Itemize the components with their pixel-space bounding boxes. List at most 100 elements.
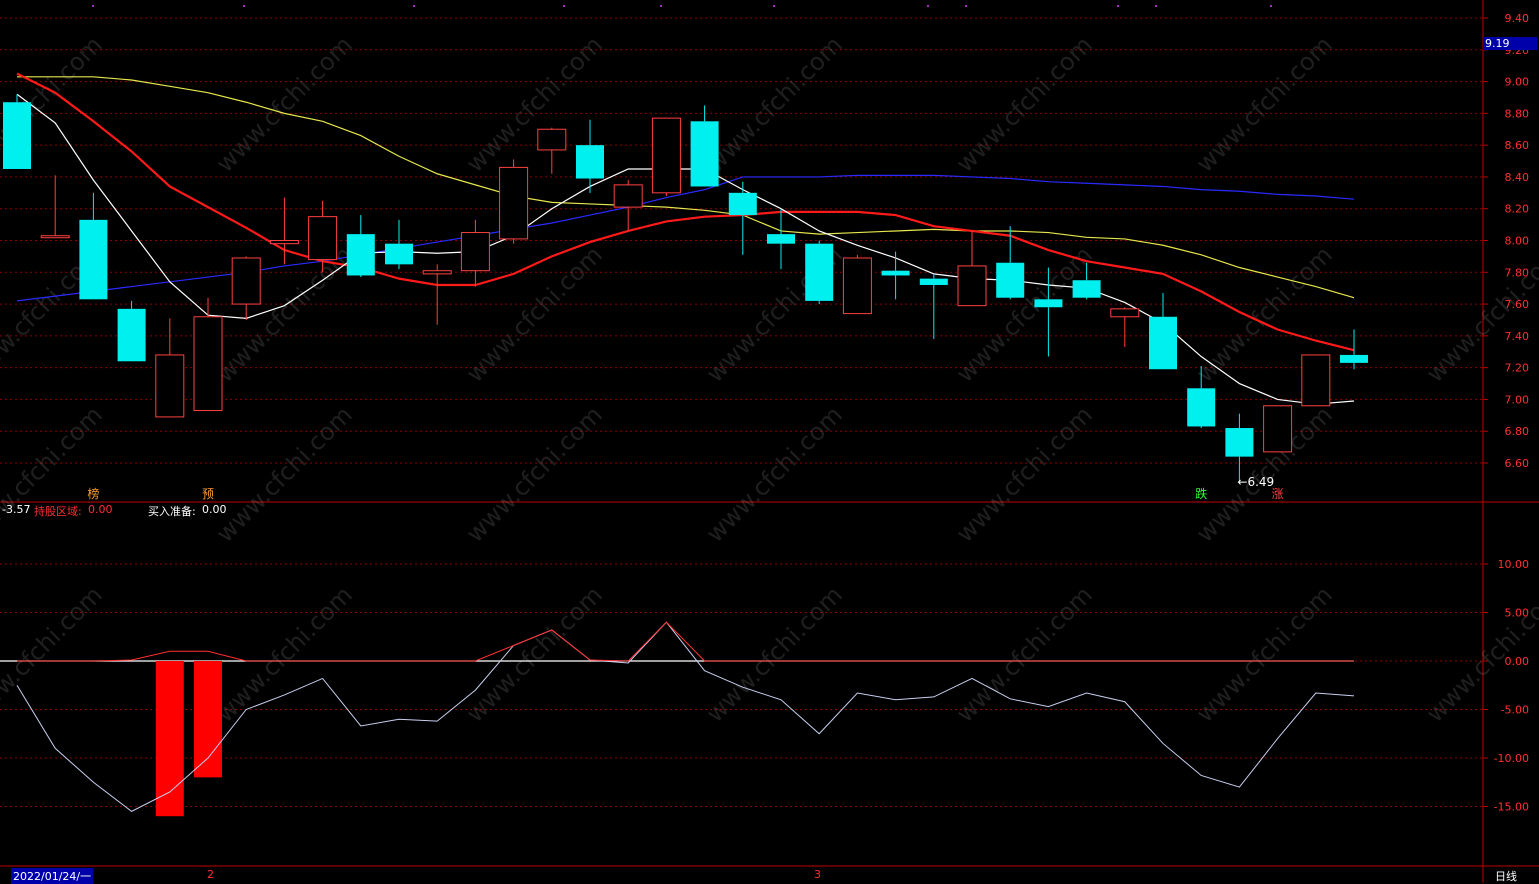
- price-tick-label: 7.00: [1505, 393, 1530, 406]
- period-label[interactable]: 日线: [1495, 870, 1517, 883]
- price-tick-label: 7.20: [1505, 362, 1530, 375]
- candle-body-down: [767, 234, 795, 244]
- ma60-line: [16, 174, 1355, 302]
- watermark-text: www.cfchi.com: [461, 581, 608, 728]
- price-tick-label: 8.80: [1505, 107, 1530, 120]
- candle-body-up: [193, 316, 223, 412]
- candle-body-up: [537, 128, 567, 151]
- hold-zone-label: 持股区域:: [34, 505, 82, 518]
- candle-body-down: [881, 270, 910, 276]
- ma10-line: [16, 72, 1355, 352]
- candle-body-down: [1034, 299, 1063, 308]
- candle-body-up: [613, 184, 643, 208]
- watermark-text: www.cfchi.com: [701, 401, 848, 548]
- candle-body-down: [996, 262, 1025, 298]
- top-marker-dot: [92, 5, 94, 7]
- top-marker-dot: [927, 5, 929, 7]
- histogram-bar: [194, 661, 222, 778]
- price-tick-label: 9.40: [1505, 12, 1530, 25]
- top-marker-dot: [1270, 5, 1272, 7]
- osc-tick-label: 10.00: [1498, 558, 1530, 571]
- month-label-2: 2: [207, 868, 214, 881]
- watermark-text: www.cfchi.com: [701, 31, 848, 178]
- osc-tick-label: -10.00: [1494, 752, 1529, 765]
- watermark-text: www.cfchi.com: [951, 31, 1098, 178]
- candle-body-down: [728, 192, 757, 216]
- candle-body-down: [3, 102, 31, 169]
- osc-tick-label: -15.00: [1494, 801, 1529, 814]
- candle-body-up: [1301, 354, 1331, 407]
- candle-body-down: [385, 243, 413, 265]
- watermark-text: www.cfchi.com: [951, 581, 1098, 728]
- price-tick-label: 8.20: [1505, 203, 1530, 216]
- candle-body-up: [1110, 308, 1140, 318]
- candle-body-down: [1149, 316, 1177, 370]
- low-price-label: ←6.49: [1237, 475, 1274, 489]
- watermark-text: www.cfchi.com: [701, 581, 848, 728]
- top-marker-dot: [965, 5, 967, 7]
- ma5-line: [16, 93, 1355, 405]
- ma20-line: [17, 76, 1355, 299]
- buy-ready-value: 0.00: [202, 503, 227, 516]
- candle-body-down: [919, 278, 948, 285]
- signal-marker: 预: [202, 487, 214, 501]
- top-marker-dot: [660, 5, 662, 7]
- price-tick-label: 7.60: [1505, 298, 1530, 311]
- watermark-text: www.cfchi.com: [211, 31, 358, 178]
- osc-tick-label: 0.00: [1505, 655, 1530, 668]
- top-marker-dot: [243, 5, 245, 7]
- price-tick-label: 7.80: [1505, 266, 1530, 279]
- oscillator-line: [16, 621, 1355, 812]
- watermark-text: www.cfchi.com: [1191, 31, 1338, 178]
- watermark-text: www.cfchi.com: [211, 581, 358, 728]
- hold-zone-value: 0.00: [88, 503, 113, 516]
- candle-body-up: [155, 354, 185, 418]
- signal-marker: 榜: [87, 486, 99, 501]
- price-tick-label: 8.60: [1505, 139, 1530, 152]
- candle-body-down: [805, 243, 834, 301]
- watermark-text: www.cfchi.com: [951, 401, 1098, 548]
- candle-body-up: [40, 235, 70, 239]
- price-tick-label: 9.00: [1505, 76, 1530, 89]
- candle-body-down: [1340, 354, 1368, 363]
- candle-body-up: [957, 265, 987, 307]
- price-tick-label: 8.40: [1505, 171, 1530, 184]
- current-price-tag: 9.19: [1483, 37, 1537, 50]
- candle-body-down: [1187, 388, 1216, 427]
- watermark-text: www.cfchi.com: [461, 401, 608, 548]
- watermark-text: www.cfchi.com: [1191, 581, 1338, 728]
- top-marker-dot: [773, 5, 775, 7]
- candle-body-up: [422, 270, 452, 275]
- hold-zone-line: [17, 621, 1354, 662]
- watermark-text: www.cfchi.com: [211, 401, 358, 548]
- indicator-value: -3.57: [2, 503, 31, 516]
- date-start-label: 2022/01/24/一: [11, 868, 94, 884]
- candle-body-down: [79, 219, 108, 300]
- month-label-3: 3: [814, 868, 821, 881]
- price-tick-label: 6.60: [1505, 457, 1530, 470]
- price-tick-label: 6.80: [1505, 425, 1530, 438]
- price-tick-label: 7.40: [1505, 330, 1530, 343]
- top-marker-dot: [413, 5, 415, 7]
- histogram-bar: [155, 661, 184, 817]
- signal-marker: 跌: [1195, 486, 1207, 501]
- candle-body-down: [576, 145, 604, 179]
- candle-body-up: [269, 240, 299, 245]
- buy-ready-label: 买入准备:: [148, 505, 196, 518]
- candle-body-up: [308, 216, 338, 261]
- top-marker-dot: [1117, 5, 1119, 7]
- osc-tick-label: -5.00: [1501, 704, 1529, 717]
- candle-body-up: [1263, 405, 1293, 453]
- candle-body-up: [231, 257, 261, 305]
- candle-body-up: [460, 232, 490, 272]
- candle-body-down: [346, 234, 375, 276]
- watermark-text: www.cfchi.com: [0, 581, 108, 728]
- signal-marker: 涨: [1272, 486, 1284, 501]
- candle-body-down: [690, 121, 719, 187]
- watermark-text: www.cfchi.com: [951, 241, 1098, 388]
- watermark-text: www.cfchi.com: [0, 401, 108, 548]
- top-marker-dot: [563, 5, 565, 7]
- candle-body-up: [651, 117, 681, 194]
- osc-tick-label: 5.00: [1505, 607, 1530, 620]
